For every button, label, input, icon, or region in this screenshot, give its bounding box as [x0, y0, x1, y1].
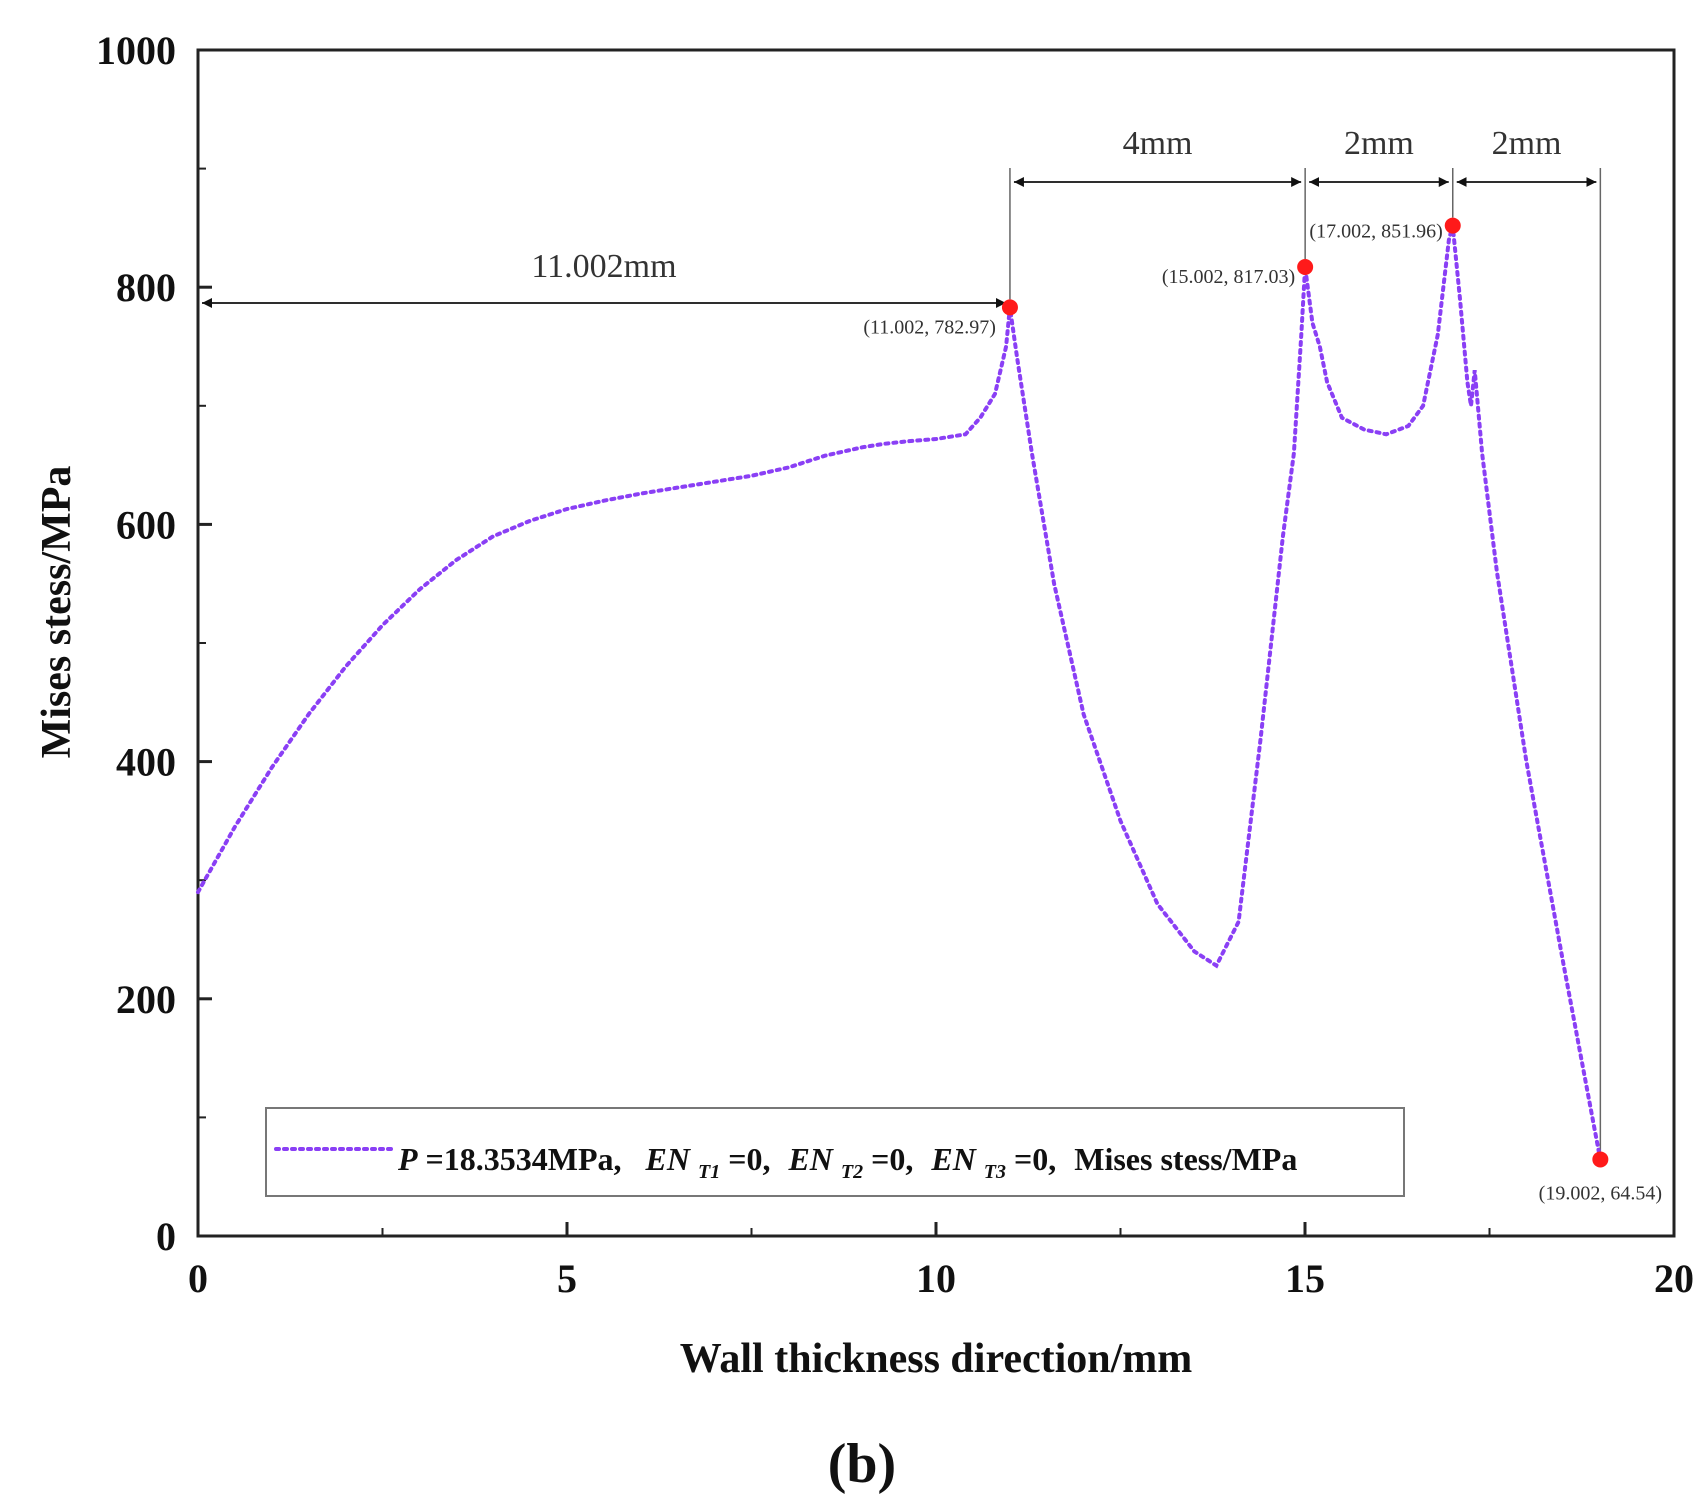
highlight-point-label-0: (11.002, 782.97) [863, 316, 996, 338]
y-tick-label-400: 400 [116, 740, 176, 785]
x-axis-title: Wall thickness direction/mm [680, 1336, 1193, 1382]
x-tick-label-10: 10 [916, 1256, 956, 1301]
highlight-point-label-1: (15.002, 817.03) [1162, 266, 1295, 288]
mises-stress-series-line [196, 225, 1603, 1162]
y-axis-ticks: 0 200 400 600 800 1000 [96, 28, 212, 1259]
legend-en1: EN [645, 1141, 692, 1177]
legend-box [265, 1107, 1405, 1197]
legend-t1: T1 [698, 1161, 720, 1183]
highlight-point-label-3: (19.002, 64.54) [1539, 1182, 1662, 1204]
highlight-point-1 [1297, 259, 1314, 276]
legend-t3: T3 [984, 1161, 1006, 1183]
legend-en2: EN [787, 1141, 834, 1177]
legend-zero2: =0, [871, 1141, 913, 1177]
legend-p-value: =18.3534MPa, [426, 1141, 622, 1177]
x-tick-label-0: 0 [188, 1256, 208, 1301]
y-tick-label-600: 600 [116, 502, 176, 547]
dimension-label-1: 4mm [1123, 125, 1193, 162]
figure-caption: (b) [828, 1433, 896, 1495]
dimension-annotations: 11.002mm 4mm 2mm 2mm [202, 125, 1602, 1152]
legend-p: P [397, 1141, 418, 1177]
dimension-label-3: 2mm [1492, 125, 1562, 162]
legend-en3: EN [930, 1141, 977, 1177]
legend: P =18.3534MPa, EN T1 =0, EN T2 =0, EN T3… [265, 1107, 1405, 1197]
highlight-point-3 [1592, 1151, 1609, 1168]
legend-label: P =18.3534MPa, EN T1 =0, EN T2 =0, EN T3… [397, 1141, 1297, 1185]
legend-t2: T2 [841, 1161, 863, 1183]
legend-zero1: =0, [728, 1141, 770, 1177]
x-tick-label-15: 15 [1285, 1256, 1325, 1301]
y-axis-title: Mises stess/MPa [34, 466, 80, 759]
x-tick-label-5: 5 [557, 1256, 577, 1301]
highlight-point-2 [1444, 217, 1461, 234]
x-tick-label-20: 20 [1654, 1256, 1694, 1301]
highlight-point-0 [1001, 299, 1018, 316]
legend-zero3: =0, [1014, 1141, 1056, 1177]
highlight-points: (11.002, 782.97) (15.002, 817.03) (17.002,… [863, 217, 1662, 1204]
y-tick-label-800: 800 [116, 265, 176, 310]
y-tick-label-200: 200 [116, 977, 176, 1022]
dimension-label-2: 2mm [1344, 125, 1414, 162]
legend-metric: Mises stess/MPa [1074, 1141, 1297, 1177]
highlight-point-label-2: (17.002, 851.96) [1309, 221, 1442, 243]
dimension-label-0: 11.002mm [531, 248, 676, 285]
y-tick-label-0: 0 [156, 1214, 176, 1259]
x-axis-ticks: 0 5 10 15 20 [188, 1222, 1694, 1301]
y-tick-label-1000: 1000 [96, 28, 176, 73]
